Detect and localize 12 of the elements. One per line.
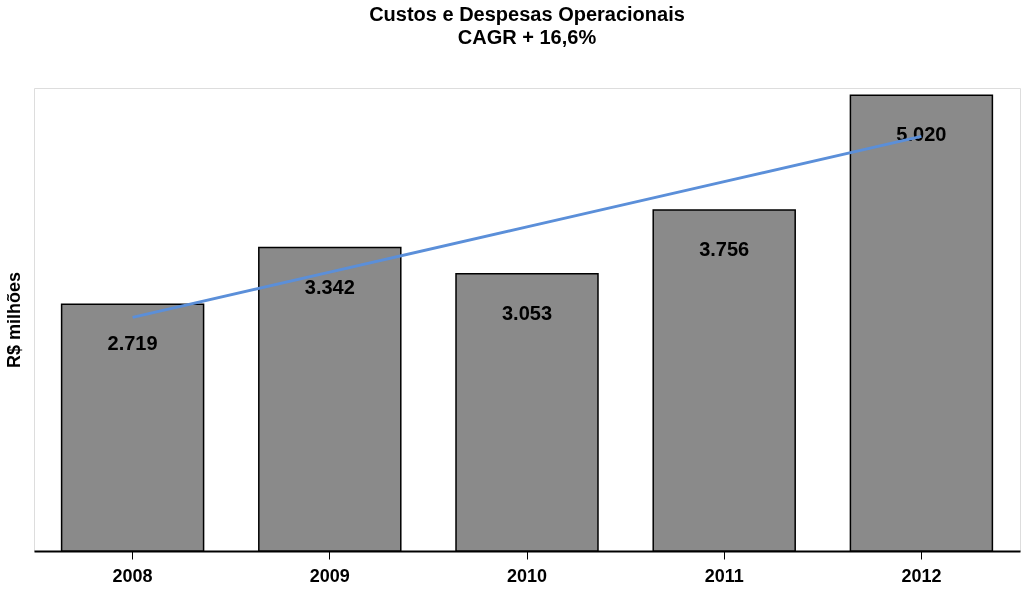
x-tick-label: 2012 xyxy=(901,565,942,586)
data-label: 2.719 xyxy=(107,332,158,355)
x-tick-label: 2009 xyxy=(309,565,350,586)
data-label: 3.053 xyxy=(501,301,553,324)
chart-subtitle: CAGR + 16,6% xyxy=(457,26,597,48)
x-tick-label: 2010 xyxy=(506,565,548,586)
x-tick-label: 2011 xyxy=(704,565,744,586)
x-tick-label: 2008 xyxy=(112,565,153,586)
chart-title: Custos e Despesas Operacionais xyxy=(369,3,685,25)
data-label: 3.342 xyxy=(304,275,355,298)
data-label: 3.756 xyxy=(699,238,750,261)
y-axis-title: R$ milhões xyxy=(4,271,24,369)
